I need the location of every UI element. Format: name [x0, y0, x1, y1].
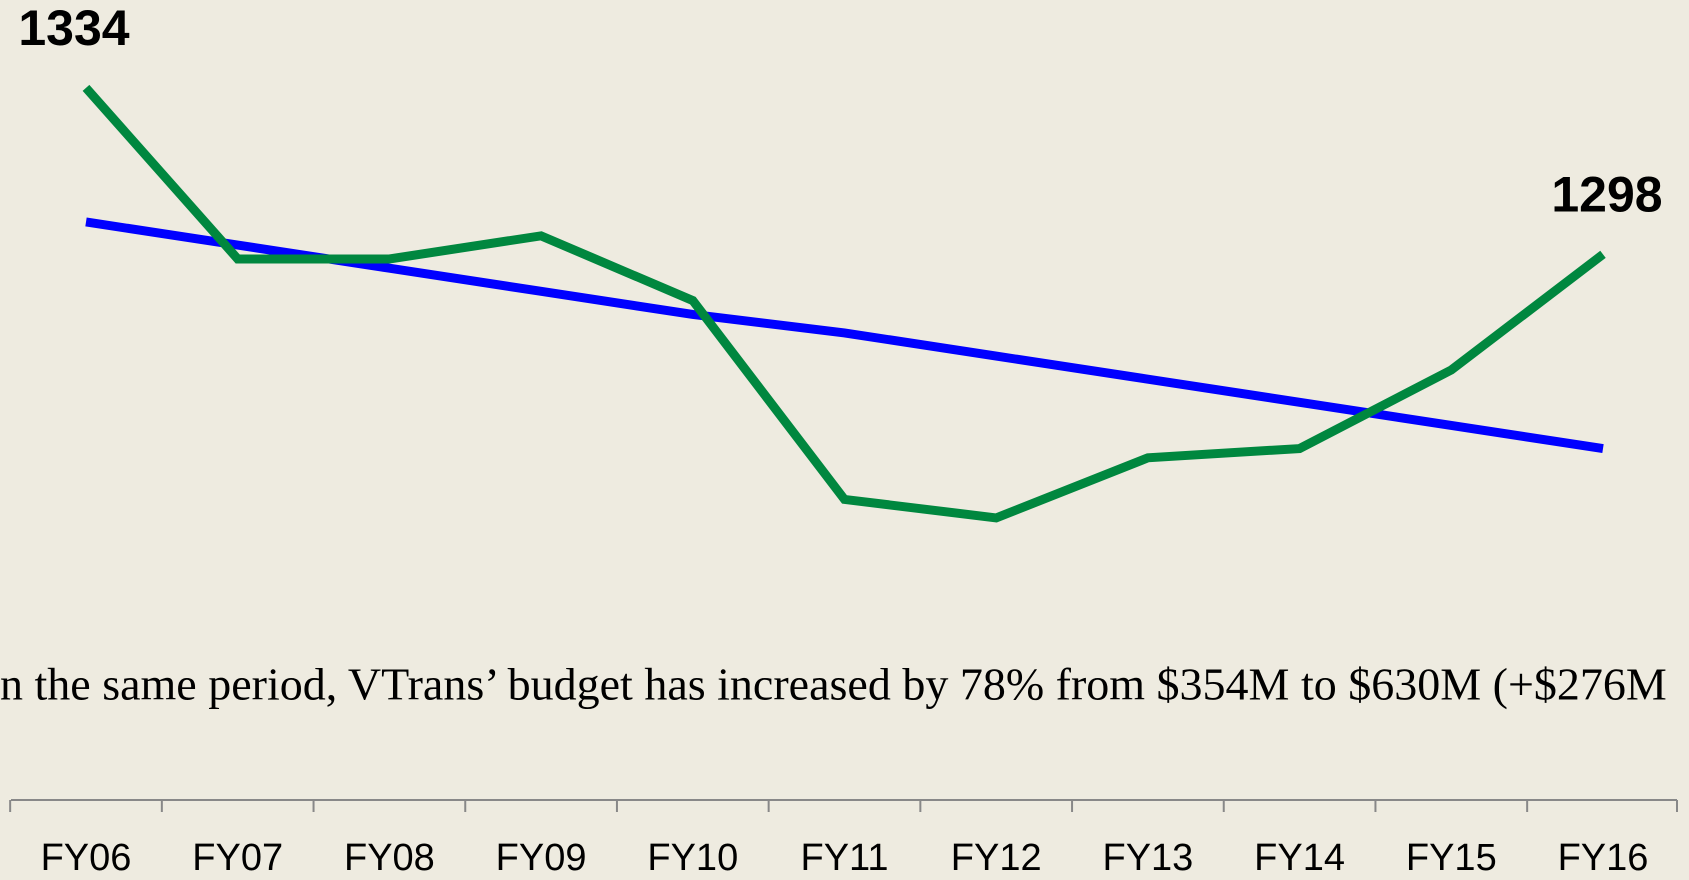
x-tick-label: FY14 — [1254, 837, 1345, 879]
x-tick-label: FY11 — [800, 837, 888, 879]
data-label: 1298 — [1551, 167, 1662, 223]
series-line — [82, 84, 1606, 523]
x-tick-label: FY09 — [496, 837, 587, 879]
x-tick-label: FY16 — [1558, 837, 1649, 879]
x-tick-label: FY12 — [951, 837, 1042, 879]
data-label: 1334 — [18, 0, 129, 56]
x-tick-label: FY13 — [1102, 837, 1193, 879]
x-tick-label: FY15 — [1406, 837, 1497, 879]
x-tick-label: FY06 — [41, 837, 132, 879]
x-tick-label: FY08 — [344, 837, 435, 879]
x-tick-label: FY07 — [192, 837, 283, 879]
annotation: n the same period, VTrans’ budget has in… — [0, 659, 1667, 710]
x-tick-label: FY10 — [647, 837, 738, 879]
